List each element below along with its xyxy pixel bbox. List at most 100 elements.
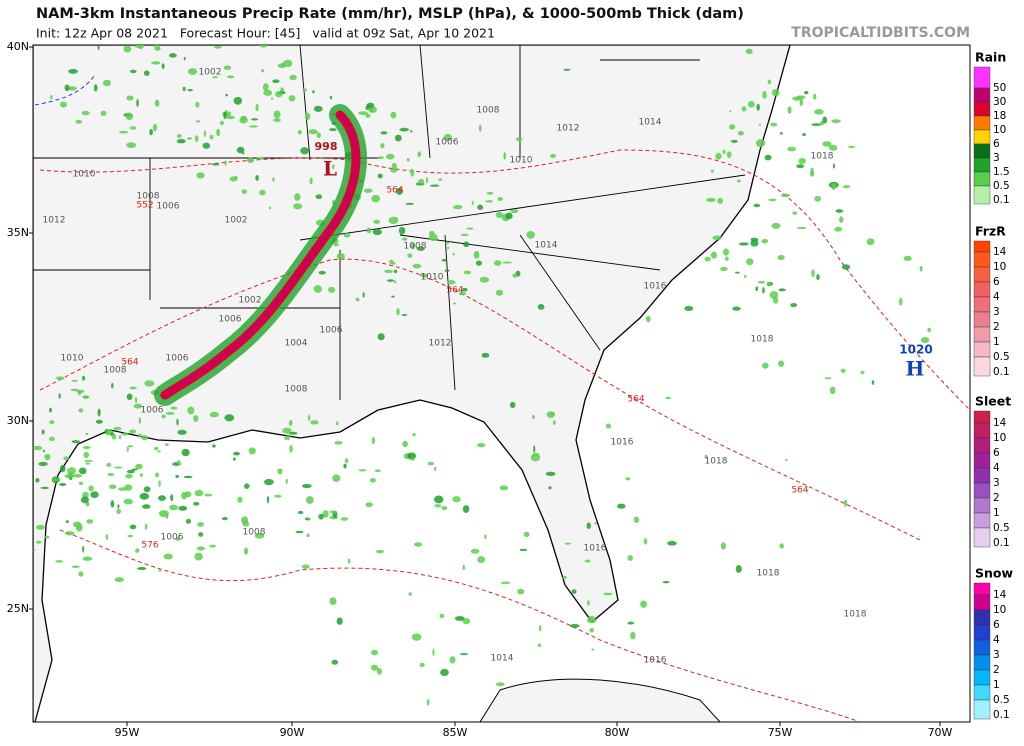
precip-cell xyxy=(129,69,137,74)
precip-cell xyxy=(211,163,220,166)
precip-cell xyxy=(88,485,94,492)
precip-cell xyxy=(479,276,490,283)
precip-cell xyxy=(95,419,103,424)
precip-cell xyxy=(6,518,14,520)
precip-cell xyxy=(537,304,545,310)
precip-cell xyxy=(441,258,448,262)
precip-cell xyxy=(209,134,214,140)
legend-level: 1 xyxy=(993,679,1000,691)
isobar-label: 1004 xyxy=(285,339,308,349)
precip-cell xyxy=(293,203,303,210)
precip-cell xyxy=(447,246,450,250)
precip-cell xyxy=(305,112,311,121)
legend-level: 3 xyxy=(993,477,1000,489)
precip-cell xyxy=(212,76,219,79)
legend-level: 0.1 xyxy=(993,194,1010,206)
precip-cell xyxy=(294,193,301,201)
precip-cell xyxy=(117,504,120,509)
precip-cell xyxy=(453,204,463,210)
precip-cell xyxy=(463,241,470,248)
precip-cell xyxy=(302,483,312,489)
legend-level: 6 xyxy=(993,447,1000,459)
precip-cell xyxy=(762,90,767,99)
precip-cell xyxy=(866,238,875,246)
precip-cell xyxy=(151,61,161,65)
precip-cell xyxy=(8,556,12,562)
lat-label: 25N xyxy=(7,602,29,615)
legend-swatch xyxy=(973,251,991,268)
precip-cell xyxy=(78,481,84,486)
precip-cell xyxy=(336,253,345,260)
precip-cell xyxy=(410,242,416,250)
precip-cell xyxy=(273,118,281,123)
isobar-label: 1006 xyxy=(219,315,242,325)
precip-cell xyxy=(126,469,135,474)
precip-cell xyxy=(399,127,410,132)
precip-cell xyxy=(78,390,81,396)
precip-cell xyxy=(126,95,134,101)
legend-level: 4 xyxy=(993,462,1000,474)
precip-cell xyxy=(331,659,339,665)
isobar-label: 1018 xyxy=(705,457,728,467)
precip-cell xyxy=(505,212,513,220)
precip-cell xyxy=(67,86,77,91)
precip-cell xyxy=(358,469,367,472)
precip-cell xyxy=(131,468,138,471)
precip-cell xyxy=(717,197,723,204)
precip-cell xyxy=(810,170,815,177)
precip-cell xyxy=(729,124,736,130)
precip-cell xyxy=(182,86,186,92)
precip-cell xyxy=(398,226,406,235)
precip-cell xyxy=(377,333,385,341)
precip-cell xyxy=(586,600,590,606)
precip-cell xyxy=(374,469,381,473)
precip-cell xyxy=(643,538,648,545)
precip-cell xyxy=(410,168,415,177)
lon-label: 70W xyxy=(928,726,953,739)
precip-cell xyxy=(322,510,329,518)
precip-cell xyxy=(452,496,461,503)
precip-cell xyxy=(313,105,323,112)
precip-cell xyxy=(263,478,274,486)
precip-cell xyxy=(161,414,166,419)
precip-cell xyxy=(816,274,820,281)
precip-cell xyxy=(141,435,148,441)
precip-cell xyxy=(16,491,22,498)
precip-cell xyxy=(194,135,199,143)
precip-cell xyxy=(475,260,482,266)
precip-cell xyxy=(297,510,304,515)
precip-cell xyxy=(100,110,107,117)
legend-swatch xyxy=(973,582,991,596)
precip-cell xyxy=(362,292,365,298)
precip-cell xyxy=(23,473,26,480)
precip-cell xyxy=(537,643,542,647)
isobar-label: 1006 xyxy=(166,354,189,364)
precip-cell xyxy=(0,459,6,464)
precip-cell xyxy=(627,621,635,625)
precip-cell xyxy=(393,269,398,274)
precip-cell xyxy=(665,396,671,400)
precip-cell xyxy=(124,484,133,491)
legend-swatch xyxy=(973,639,991,656)
precip-cell xyxy=(755,139,766,148)
precip-cell xyxy=(139,492,149,500)
precip-cell xyxy=(463,270,471,275)
precip-cell xyxy=(226,115,235,120)
precip-cell xyxy=(308,129,318,135)
precip-cell xyxy=(285,478,288,484)
precip-cell xyxy=(796,226,807,230)
precip-cell xyxy=(168,53,177,58)
precip-cell xyxy=(363,188,373,193)
precip-cell xyxy=(242,520,250,527)
precip-cell xyxy=(425,176,429,184)
precip-cell xyxy=(219,120,225,126)
precip-cell xyxy=(500,581,511,585)
precip-cell xyxy=(750,239,759,247)
precip-cell xyxy=(129,386,137,390)
precip-cell xyxy=(402,440,408,448)
precip-cell xyxy=(770,122,778,127)
precip-cell xyxy=(828,144,838,151)
precip-cell xyxy=(407,253,413,258)
legend-swatch xyxy=(973,296,991,313)
precip-cell xyxy=(419,662,425,668)
